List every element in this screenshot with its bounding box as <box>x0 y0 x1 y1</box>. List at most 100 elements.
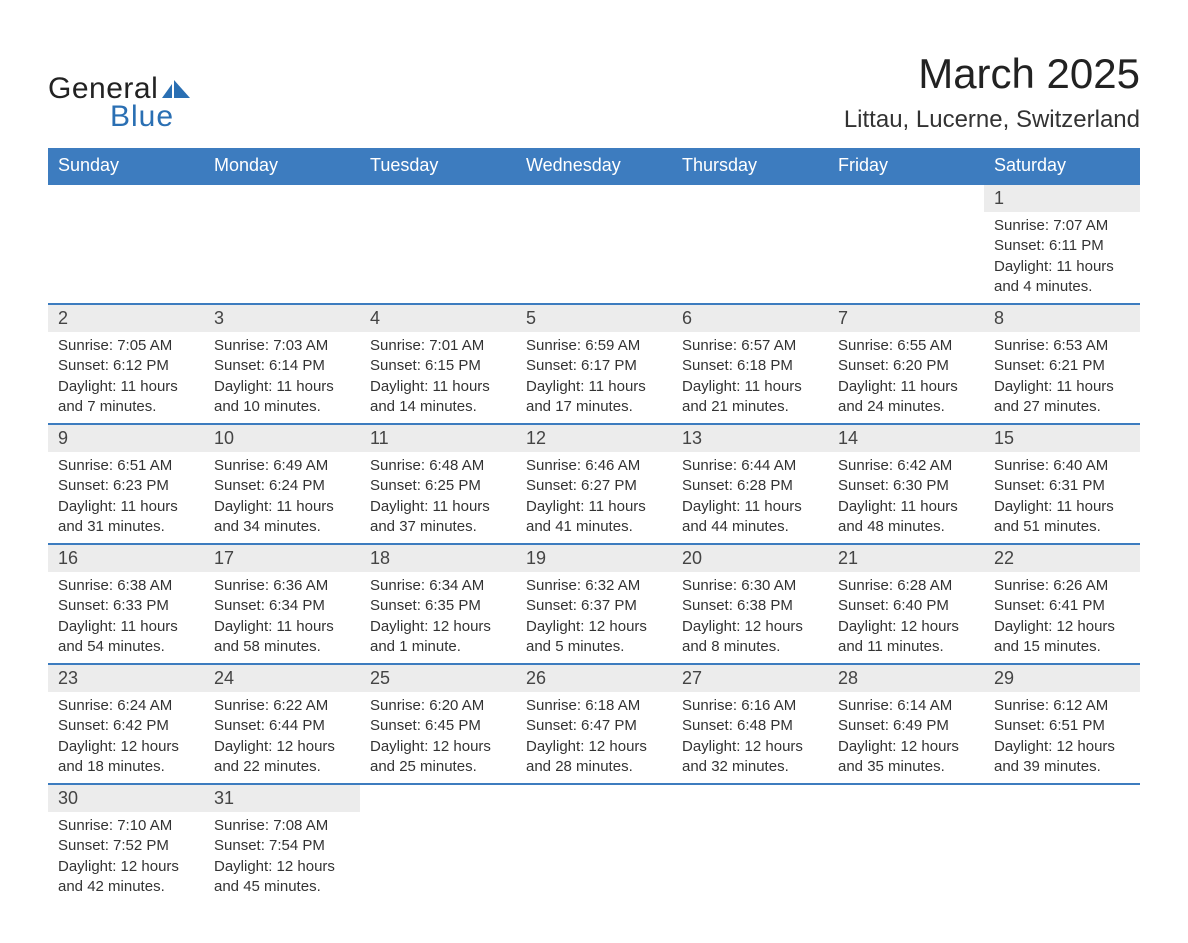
day-number: 22 <box>984 545 1140 572</box>
calendar-day-cell <box>828 784 984 903</box>
weekday-header-row: SundayMondayTuesdayWednesdayThursdayFrid… <box>48 148 1140 184</box>
sunrise-text: Sunrise: 6:48 AM <box>370 456 506 476</box>
day-details: Sunrise: 6:20 AMSunset: 6:45 PMDaylight:… <box>360 692 516 783</box>
sunset-text: Sunset: 6:12 PM <box>58 356 194 376</box>
calendar-day-cell <box>204 184 360 304</box>
day-number: 20 <box>672 545 828 572</box>
sunrise-text: Sunrise: 7:01 AM <box>370 336 506 356</box>
daylight-text: Daylight: 11 hours and 27 minutes. <box>994 377 1130 418</box>
day-number: 16 <box>48 545 204 572</box>
day-details: Sunrise: 6:14 AMSunset: 6:49 PMDaylight:… <box>828 692 984 783</box>
sunrise-text: Sunrise: 6:42 AM <box>838 456 974 476</box>
daylight-text: Daylight: 11 hours and 34 minutes. <box>214 497 350 538</box>
sunset-text: Sunset: 6:21 PM <box>994 356 1130 376</box>
sunset-text: Sunset: 6:45 PM <box>370 716 506 736</box>
day-details: Sunrise: 6:40 AMSunset: 6:31 PMDaylight:… <box>984 452 1140 543</box>
day-details: Sunrise: 7:01 AMSunset: 6:15 PMDaylight:… <box>360 332 516 423</box>
day-number: 1 <box>984 185 1140 212</box>
daylight-text: Daylight: 12 hours and 42 minutes. <box>58 857 194 898</box>
sunrise-text: Sunrise: 6:20 AM <box>370 696 506 716</box>
day-details: Sunrise: 6:57 AMSunset: 6:18 PMDaylight:… <box>672 332 828 423</box>
day-number: 31 <box>204 785 360 812</box>
calendar-day-cell: 23Sunrise: 6:24 AMSunset: 6:42 PMDayligh… <box>48 664 204 784</box>
sunrise-text: Sunrise: 6:38 AM <box>58 576 194 596</box>
calendar-day-cell: 16Sunrise: 6:38 AMSunset: 6:33 PMDayligh… <box>48 544 204 664</box>
day-details: Sunrise: 6:55 AMSunset: 6:20 PMDaylight:… <box>828 332 984 423</box>
daylight-text: Daylight: 12 hours and 28 minutes. <box>526 737 662 778</box>
sunset-text: Sunset: 6:20 PM <box>838 356 974 376</box>
sunset-text: Sunset: 6:14 PM <box>214 356 350 376</box>
sunrise-text: Sunrise: 6:55 AM <box>838 336 974 356</box>
sunset-text: Sunset: 6:17 PM <box>526 356 662 376</box>
sunset-text: Sunset: 6:44 PM <box>214 716 350 736</box>
daylight-text: Daylight: 12 hours and 35 minutes. <box>838 737 974 778</box>
calendar-day-cell: 18Sunrise: 6:34 AMSunset: 6:35 PMDayligh… <box>360 544 516 664</box>
day-details: Sunrise: 6:18 AMSunset: 6:47 PMDaylight:… <box>516 692 672 783</box>
day-number: 17 <box>204 545 360 572</box>
sunrise-text: Sunrise: 6:53 AM <box>994 336 1130 356</box>
day-number: 14 <box>828 425 984 452</box>
day-details: Sunrise: 6:51 AMSunset: 6:23 PMDaylight:… <box>48 452 204 543</box>
calendar-day-cell: 17Sunrise: 6:36 AMSunset: 6:34 PMDayligh… <box>204 544 360 664</box>
daylight-text: Daylight: 11 hours and 4 minutes. <box>994 257 1130 298</box>
calendar-day-cell: 31Sunrise: 7:08 AMSunset: 7:54 PMDayligh… <box>204 784 360 903</box>
day-details: Sunrise: 7:08 AMSunset: 7:54 PMDaylight:… <box>204 812 360 903</box>
daylight-text: Daylight: 12 hours and 45 minutes. <box>214 857 350 898</box>
sunrise-text: Sunrise: 7:07 AM <box>994 216 1130 236</box>
calendar-day-cell: 11Sunrise: 6:48 AMSunset: 6:25 PMDayligh… <box>360 424 516 544</box>
calendar-day-cell <box>360 184 516 304</box>
sunset-text: Sunset: 6:40 PM <box>838 596 974 616</box>
logo-text-2: Blue <box>110 100 174 134</box>
sunset-text: Sunset: 6:35 PM <box>370 596 506 616</box>
daylight-text: Daylight: 12 hours and 8 minutes. <box>682 617 818 658</box>
weekday-header: Wednesday <box>516 148 672 184</box>
day-details: Sunrise: 6:28 AMSunset: 6:40 PMDaylight:… <box>828 572 984 663</box>
day-details: Sunrise: 6:44 AMSunset: 6:28 PMDaylight:… <box>672 452 828 543</box>
sunrise-text: Sunrise: 6:40 AM <box>994 456 1130 476</box>
day-details: Sunrise: 6:30 AMSunset: 6:38 PMDaylight:… <box>672 572 828 663</box>
daylight-text: Daylight: 11 hours and 7 minutes. <box>58 377 194 418</box>
day-details: Sunrise: 6:48 AMSunset: 6:25 PMDaylight:… <box>360 452 516 543</box>
daylight-text: Daylight: 12 hours and 32 minutes. <box>682 737 818 778</box>
daylight-text: Daylight: 11 hours and 54 minutes. <box>58 617 194 658</box>
calendar-day-cell: 21Sunrise: 6:28 AMSunset: 6:40 PMDayligh… <box>828 544 984 664</box>
calendar-day-cell <box>828 184 984 304</box>
calendar-day-cell: 24Sunrise: 6:22 AMSunset: 6:44 PMDayligh… <box>204 664 360 784</box>
sunset-text: Sunset: 6:27 PM <box>526 476 662 496</box>
day-details: Sunrise: 6:32 AMSunset: 6:37 PMDaylight:… <box>516 572 672 663</box>
day-details: Sunrise: 6:42 AMSunset: 6:30 PMDaylight:… <box>828 452 984 543</box>
calendar-table: SundayMondayTuesdayWednesdayThursdayFrid… <box>48 148 1140 903</box>
daylight-text: Daylight: 12 hours and 5 minutes. <box>526 617 662 658</box>
sunrise-text: Sunrise: 6:28 AM <box>838 576 974 596</box>
day-number: 10 <box>204 425 360 452</box>
sunrise-text: Sunrise: 6:24 AM <box>58 696 194 716</box>
sunset-text: Sunset: 6:23 PM <box>58 476 194 496</box>
daylight-text: Daylight: 12 hours and 18 minutes. <box>58 737 194 778</box>
sunset-text: Sunset: 6:31 PM <box>994 476 1130 496</box>
sunrise-text: Sunrise: 6:59 AM <box>526 336 662 356</box>
day-details: Sunrise: 6:22 AMSunset: 6:44 PMDaylight:… <box>204 692 360 783</box>
day-number: 27 <box>672 665 828 692</box>
calendar-day-cell: 7Sunrise: 6:55 AMSunset: 6:20 PMDaylight… <box>828 304 984 424</box>
sunset-text: Sunset: 6:48 PM <box>682 716 818 736</box>
day-number: 25 <box>360 665 516 692</box>
day-details: Sunrise: 6:49 AMSunset: 6:24 PMDaylight:… <box>204 452 360 543</box>
day-details: Sunrise: 6:16 AMSunset: 6:48 PMDaylight:… <box>672 692 828 783</box>
weekday-header: Thursday <box>672 148 828 184</box>
day-details: Sunrise: 6:24 AMSunset: 6:42 PMDaylight:… <box>48 692 204 783</box>
day-number: 21 <box>828 545 984 572</box>
day-details: Sunrise: 6:34 AMSunset: 6:35 PMDaylight:… <box>360 572 516 663</box>
calendar-day-cell <box>672 784 828 903</box>
sunset-text: Sunset: 6:41 PM <box>994 596 1130 616</box>
sunrise-text: Sunrise: 6:12 AM <box>994 696 1130 716</box>
sunset-text: Sunset: 6:42 PM <box>58 716 194 736</box>
sunset-text: Sunset: 6:28 PM <box>682 476 818 496</box>
day-details: Sunrise: 6:36 AMSunset: 6:34 PMDaylight:… <box>204 572 360 663</box>
calendar-day-cell: 27Sunrise: 6:16 AMSunset: 6:48 PMDayligh… <box>672 664 828 784</box>
daylight-text: Daylight: 11 hours and 58 minutes. <box>214 617 350 658</box>
sunrise-text: Sunrise: 6:26 AM <box>994 576 1130 596</box>
day-number: 4 <box>360 305 516 332</box>
calendar-day-cell: 6Sunrise: 6:57 AMSunset: 6:18 PMDaylight… <box>672 304 828 424</box>
day-number: 30 <box>48 785 204 812</box>
day-number: 12 <box>516 425 672 452</box>
